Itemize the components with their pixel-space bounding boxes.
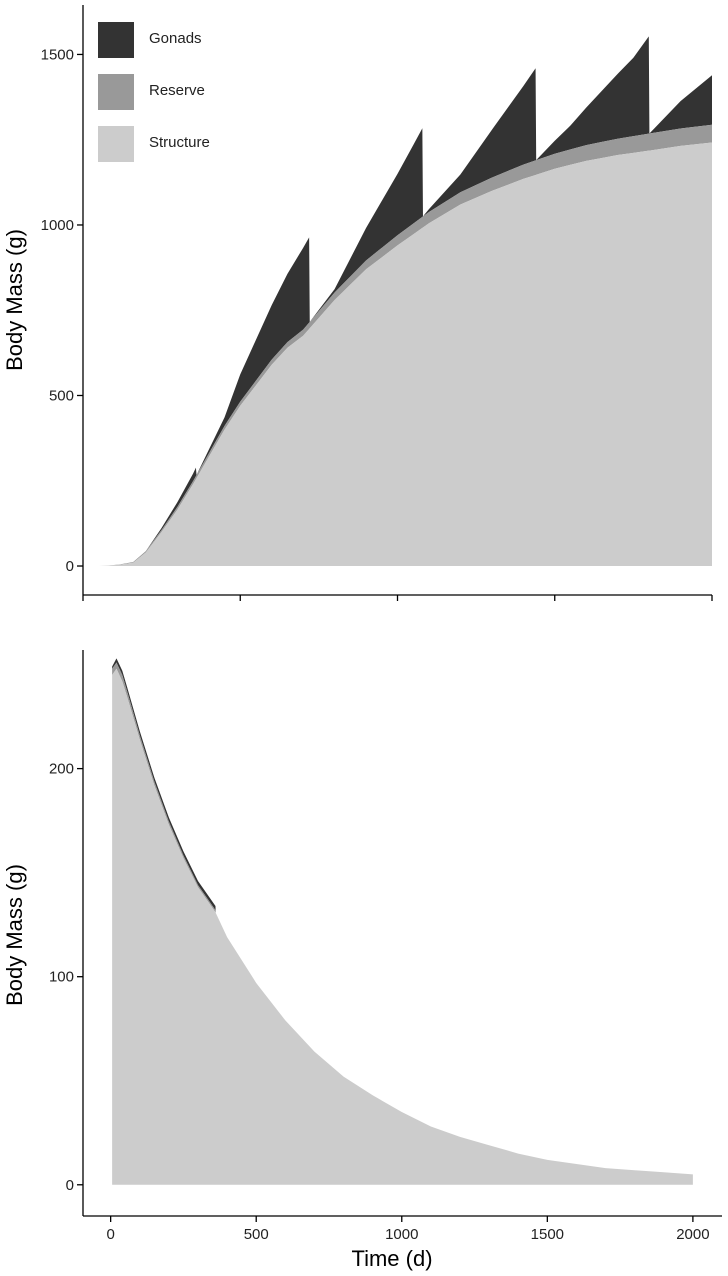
x-tick-label: 1000 — [385, 1226, 418, 1243]
top-y-ticks: 0 500 1000 1500 — [41, 46, 83, 575]
y-tick-label: 200 — [49, 761, 74, 778]
bottom-structure-area — [112, 668, 693, 1185]
legend-label-reserve: Reserve — [149, 82, 205, 99]
bottom-y-axis-title: Body Mass (g) — [2, 864, 27, 1006]
x-tick-label: 0 — [106, 1226, 114, 1243]
y-tick-label: 0 — [66, 1177, 74, 1194]
y-tick-label: 500 — [49, 387, 74, 404]
x-tick-label: 500 — [244, 1226, 269, 1243]
top-x-ticks — [82, 595, 713, 601]
legend-swatch-structure — [98, 126, 134, 162]
legend-swatch-gonads — [98, 22, 134, 58]
legend: Gonads Reserve Structure — [98, 22, 210, 162]
legend-label-structure: Structure — [149, 134, 210, 151]
legend-label-gonads: Gonads — [149, 30, 202, 47]
top-panel: 0 500 1000 1500 Body Mass (g) Gonads Reserv… — [2, 5, 713, 601]
top-panel-areas — [98, 36, 713, 567]
bottom-y-ticks: 0 100 200 — [49, 761, 83, 1194]
bottom-panel-areas — [112, 658, 693, 1185]
top-structure-area — [98, 142, 713, 567]
bottom-x-ticks: 0 500 1000 1500 2000 — [106, 1216, 710, 1243]
y-tick-label: 1000 — [41, 217, 74, 234]
y-tick-label: 100 — [49, 969, 74, 986]
x-axis-title: Time (d) — [351, 1246, 432, 1271]
x-tick-label: 2000 — [676, 1226, 709, 1243]
y-tick-label: 1500 — [41, 46, 74, 63]
x-tick-label: 1500 — [531, 1226, 564, 1243]
legend-swatch-reserve — [98, 74, 134, 110]
bottom-panel: 0 500 1000 1500 2000 0 100 200 Body Mass (g) T… — [2, 650, 722, 1271]
top-y-axis-title: Body Mass (g) — [2, 229, 27, 371]
y-tick-label: 0 — [66, 558, 74, 575]
